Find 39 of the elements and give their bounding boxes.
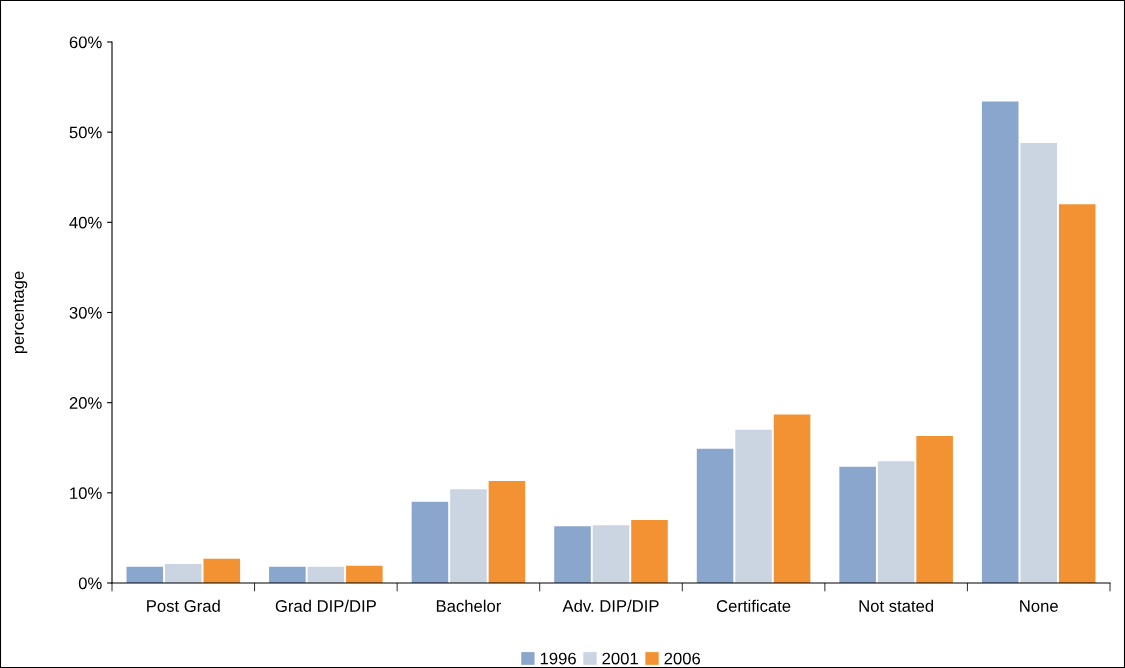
bar [839,466,876,583]
x-tick-label: Adv. DIP/DIP [562,599,659,612]
y-tick-label: 10% [70,487,102,500]
bar [773,414,811,583]
bar [696,448,734,583]
bar [1020,142,1057,583]
x-tick-label: None [1020,600,1058,612]
bar [269,566,306,583]
bar [1058,204,1096,583]
y-tick-label: 60% [69,36,102,49]
bar [411,501,449,583]
bar [165,564,202,583]
bar [554,526,591,583]
y-tick-label: 20% [69,397,102,409]
bar [981,101,1019,583]
y-tick-label: 30% [69,306,102,319]
y-tick-label: 0% [78,577,102,590]
bar [916,436,953,583]
bar [592,525,630,583]
x-tick-label: Certificate [716,599,791,612]
bar [735,429,772,583]
legend-label: 2006 [664,652,701,665]
x-tick-label: Bachelor [436,599,502,612]
legend-label: 2001 [602,652,638,665]
bar [126,566,164,583]
x-tick-label: Grad DIP/DIP [275,599,376,612]
y-axis-title: percentage [13,271,28,354]
bar [203,558,241,583]
bar [307,566,345,583]
x-tick-label: Post Grad [147,599,220,612]
bar [450,489,487,583]
bar [346,565,383,583]
y-tick-label: 50% [69,126,102,139]
legend-label: 1996 [540,652,576,665]
bar [631,519,668,583]
bar [488,481,526,583]
x-tick-label: Not stated [859,599,934,612]
bar [877,461,915,583]
y-tick-label: 40% [69,216,102,229]
